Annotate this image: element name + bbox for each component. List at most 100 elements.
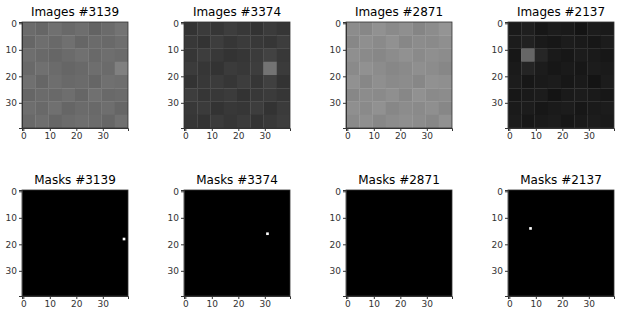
tick-mark [181, 76, 184, 77]
cell [277, 115, 290, 128]
cell [237, 35, 251, 49]
cell [601, 75, 614, 89]
y-axis: 0102030 [168, 187, 185, 297]
cell [561, 49, 575, 63]
tick-label: 10 [369, 299, 381, 309]
frame [508, 190, 614, 296]
cell [102, 115, 116, 128]
tick: 30 [6, 98, 22, 108]
cell [237, 115, 251, 128]
x-axis: 0102030 [345, 296, 453, 309]
tick-label: 0 [335, 187, 341, 197]
cell [535, 62, 549, 76]
tick-label: 0 [497, 187, 503, 197]
cell [277, 35, 290, 49]
cell [535, 22, 549, 36]
cell [412, 35, 426, 49]
cell [88, 22, 102, 36]
tick: 0 [173, 187, 184, 197]
cell [250, 22, 264, 36]
cell [35, 22, 49, 36]
cell [184, 115, 198, 128]
tick-mark [343, 191, 346, 192]
y-axis: 0102030 [168, 19, 185, 129]
tick: 0 [507, 128, 513, 141]
cell [22, 35, 36, 49]
tick-mark [343, 271, 346, 272]
cell [250, 49, 264, 63]
tick-label: 10 [6, 45, 18, 55]
frame [22, 190, 128, 296]
cell [49, 88, 63, 102]
cell [386, 62, 400, 76]
cell [22, 62, 36, 76]
x-axis: 0102030 [21, 128, 129, 141]
cell [224, 22, 238, 36]
title: Masks #3374 [196, 173, 278, 187]
cell [62, 22, 76, 36]
tick-label: 0 [21, 131, 27, 141]
tick-mark [343, 23, 346, 24]
tick-label: 10 [330, 213, 342, 223]
tick-label: 20 [330, 240, 342, 250]
plot-area [22, 190, 128, 296]
cell [35, 49, 49, 63]
cell [346, 102, 360, 116]
cell [102, 75, 116, 89]
cell [561, 75, 575, 89]
panel: 01020300102030Images #2137 [492, 5, 615, 141]
cell [49, 62, 63, 76]
cell [88, 75, 102, 89]
tick-mark [505, 218, 508, 219]
cell [601, 22, 614, 36]
cell [439, 49, 452, 63]
cell [115, 62, 128, 76]
tick: 10 [45, 128, 57, 141]
cell [373, 62, 387, 76]
title: Images #2871 [355, 5, 443, 19]
cell [197, 22, 211, 36]
tick-label: 0 [173, 187, 179, 197]
cell [412, 115, 426, 128]
cell [49, 75, 63, 89]
cell [75, 35, 89, 49]
tick: 30 [422, 296, 434, 309]
cell [115, 88, 128, 102]
cell [75, 102, 89, 116]
tick: 20 [492, 240, 508, 250]
title: Images #3139 [31, 5, 119, 19]
tick-label: 30 [584, 299, 596, 309]
cell [373, 35, 387, 49]
cell [237, 102, 251, 116]
frame [184, 190, 290, 296]
title: Images #2137 [517, 5, 605, 19]
cell [588, 115, 602, 128]
cell [49, 49, 63, 63]
tick-label: 30 [492, 266, 504, 276]
mask-background [184, 190, 290, 296]
tick-label: 20 [395, 131, 407, 141]
cell [412, 88, 426, 102]
frame [508, 22, 614, 128]
cell [588, 62, 602, 76]
cell [359, 22, 373, 36]
tick-label: 10 [45, 131, 57, 141]
tick-label: 10 [330, 45, 342, 55]
tick: 20 [6, 72, 22, 82]
tick-label: 30 [98, 299, 110, 309]
cell [115, 35, 128, 49]
cell [22, 88, 36, 102]
tick: 30 [168, 98, 184, 108]
x-axis: 0102030 [507, 296, 615, 309]
cell [115, 102, 128, 116]
tick: 30 [584, 296, 596, 309]
panel: 01020300102030Masks #2871 [330, 173, 453, 309]
cell [399, 22, 413, 36]
cell [237, 49, 251, 63]
cell [22, 49, 36, 63]
tick-mark [505, 103, 508, 104]
tick: 20 [557, 296, 569, 309]
cell [561, 22, 575, 36]
cell [439, 88, 452, 102]
cell [211, 75, 225, 89]
